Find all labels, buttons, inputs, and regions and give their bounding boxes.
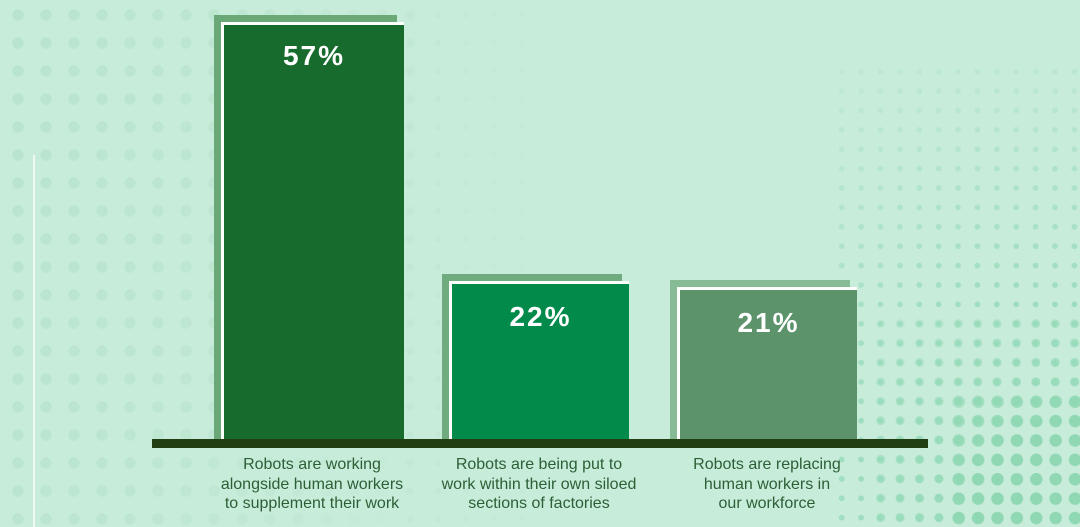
- category-label-replacing: Robots are replacing human workers in ou…: [693, 456, 841, 512]
- bar-value-label: 57%: [282, 40, 346, 71]
- x-axis-line: [152, 439, 928, 448]
- bar-value-label: 22%: [509, 301, 572, 332]
- category-label-supplement: Robots are working alongside human worke…: [220, 456, 404, 512]
- bar-21-percent: 21%: [677, 287, 857, 439]
- dot-pattern-right-large: [947, 390, 1080, 527]
- bar-57-percent: 57%: [221, 22, 404, 439]
- category-label-siloed: Robots are being put to work within thei…: [441, 456, 637, 512]
- bar-22-percent: 22%: [449, 281, 629, 439]
- bar-value-label: 21%: [737, 307, 800, 338]
- background-fold-artifact: [33, 155, 35, 527]
